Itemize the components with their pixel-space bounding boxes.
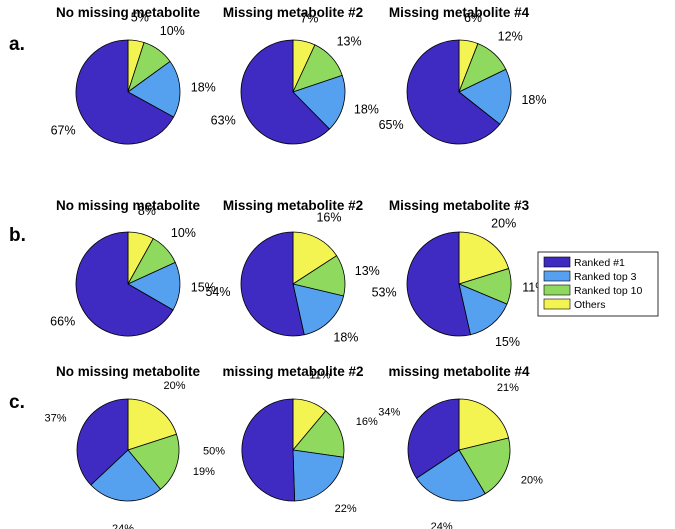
pie-9-slice-ranked-1 [407, 398, 460, 479]
legend-swatch-ranked-top-3 [543, 270, 571, 282]
pie-8-slice-ranked-top-10 [292, 410, 345, 458]
pie-8-label-ranked-top-10: 16% [356, 416, 378, 428]
legend-label-others: Others [574, 299, 606, 311]
pie-7-label-others: 20% [163, 380, 185, 392]
pie-6-label-ranked-top-3: 15% [495, 335, 520, 349]
legend-swatch-ranked-top-10 [543, 284, 571, 296]
pie-6-label-others: 20% [491, 216, 516, 230]
pie-7-slice-ranked-top-10 [127, 433, 180, 490]
pie-6-slice-others [458, 231, 510, 285]
pie-1-label-ranked-1: 67% [51, 123, 76, 137]
pie-8-slice-ranked-1 [241, 398, 296, 502]
pie-4-label-others: 8% [138, 204, 156, 218]
pie-2-label-ranked-top-10: 13% [337, 35, 362, 49]
pie-8: 11% 16% 22% 50% missing metabolite #2 [203, 364, 378, 515]
legend-label-ranked-1: Ranked #1 [574, 257, 625, 269]
pie-6: 20%11%15%53%Missing metabolite #3 [372, 198, 547, 349]
pie-9-label-ranked-top-3: 24% [431, 521, 453, 529]
pie-chart-grid: 5% 10% 18% 67% No missing metabolite 7% 13% 18%… [44, 5, 546, 529]
row-label-c: c. [9, 392, 25, 413]
legend-label-ranked-top-10: Ranked top 10 [574, 285, 642, 297]
pie-7-slice-ranked-1 [76, 398, 129, 486]
legend: Ranked #1 Ranked top 3 Ranked top 10 Oth… [537, 251, 659, 317]
pie-1: 5% 10% 18% 67% No missing metabolite [51, 5, 216, 145]
pie-3-label-ranked-top-10: 12% [498, 30, 523, 44]
pie-1-slice-ranked-top-3 [127, 60, 181, 118]
pie-5-slice-ranked-1 [240, 231, 305, 337]
pie-3: 6% 12% 18% 65% Missing metabolite #4 [379, 5, 547, 145]
pie-4-label-ranked-top-10: 10% [171, 226, 196, 240]
pie-4-label-ranked-top-3: 15% [191, 281, 216, 295]
pie-9-slice-ranked-top-3 [415, 449, 486, 502]
pie-9: 21% 20% 24% 34% missing metabolite #4 [378, 364, 543, 529]
row-label-b: b. [9, 225, 26, 246]
pie-4: 8% 10% 15% 66% No missing metabolite [50, 198, 216, 337]
pie-8-label-others: 11% [309, 370, 330, 382]
pie-3-label-ranked-top-3: 18% [521, 93, 546, 107]
pie-2-slice-ranked-1 [240, 39, 331, 145]
pie-2-label-ranked-top-3: 18% [354, 102, 379, 116]
pie-3-slice-ranked-top-3 [458, 68, 512, 125]
pie-9-slice-others [458, 398, 510, 451]
pie-9-label-ranked-1: 34% [378, 407, 400, 419]
pie-1-label-ranked-top-10: 10% [160, 24, 185, 38]
pie-5-slice-others [292, 231, 338, 285]
pie-1-label-others: 5% [131, 11, 149, 25]
pie-2: 7% 13% 18% 63% Missing metabolite #2 [211, 5, 379, 145]
pie-9-title: missing metabolite #4 [388, 364, 530, 379]
pie-5-label-ranked-top-3: 18% [333, 331, 358, 345]
pie-7-slice-ranked-top-3 [90, 449, 162, 502]
pie-3-title: Missing metabolite #4 [389, 5, 530, 20]
pie-2-label-others: 7% [300, 11, 318, 25]
pie-5-label-ranked-1: 54% [205, 285, 230, 299]
pie-4-label-ranked-1: 66% [50, 315, 75, 329]
pie-5-label-ranked-top-10: 13% [355, 264, 380, 278]
legend-swatch-others [543, 298, 571, 310]
pie-7: 20% 19% 24% 37% No missing metabolite [44, 364, 215, 529]
pie-9-slice-ranked-top-10 [458, 437, 511, 495]
pie-4-slice-ranked-top-3 [127, 261, 181, 311]
pie-5-title: Missing metabolite #2 [223, 198, 363, 213]
pie-2-title: Missing metabolite #2 [223, 5, 363, 20]
pie-9-label-others: 21% [497, 382, 519, 394]
pie-4-slice-ranked-1 [75, 231, 174, 337]
pie-1-slice-ranked-1 [75, 39, 175, 145]
pie-7-label-ranked-1: 37% [44, 413, 66, 425]
pie-8-label-ranked-top-3: 22% [335, 503, 357, 515]
legend-swatch-ranked-1 [543, 256, 571, 268]
pie-5: 16% 13% 18% 54% Missing metabolite #2 [205, 198, 379, 345]
pie-8-title: missing metabolite #2 [222, 364, 363, 379]
pie-7-label-ranked-top-10: 19% [193, 466, 215, 478]
pie-1-title: No missing metabolite [56, 5, 201, 20]
pie-3-label-ranked-1: 65% [379, 118, 404, 132]
pie-5-slice-ranked-top-3 [292, 283, 345, 336]
pie-6-title: Missing metabolite #3 [389, 198, 530, 213]
pie-6-slice-ranked-1 [406, 231, 471, 337]
row-label-a: a. [9, 34, 25, 55]
pie-6-slice-ranked-top-3 [458, 283, 508, 336]
pie-6-label-ranked-1: 53% [372, 285, 397, 299]
legend-label-ranked-top-3: Ranked top 3 [574, 271, 637, 283]
pie-8-slice-ranked-top-3 [292, 449, 344, 502]
pie-3-slice-ranked-1 [406, 39, 501, 145]
pie-1-label-ranked-top-3: 18% [191, 80, 216, 94]
pie-2-label-ranked-1: 63% [211, 114, 236, 128]
pie-5-label-others: 16% [316, 211, 341, 225]
pie-3-label-others: 6% [464, 11, 482, 25]
pie-8-label-ranked-1: 50% [203, 445, 225, 457]
pie-9-label-ranked-top-10: 20% [521, 475, 543, 487]
pie-7-slice-others [127, 398, 178, 451]
pie-7-label-ranked-top-3: 24% [112, 523, 134, 529]
pie-7-title: No missing metabolite [56, 364, 201, 379]
pie-4-title: No missing metabolite [56, 198, 201, 213]
pie-2-slice-ranked-top-3 [292, 74, 346, 130]
